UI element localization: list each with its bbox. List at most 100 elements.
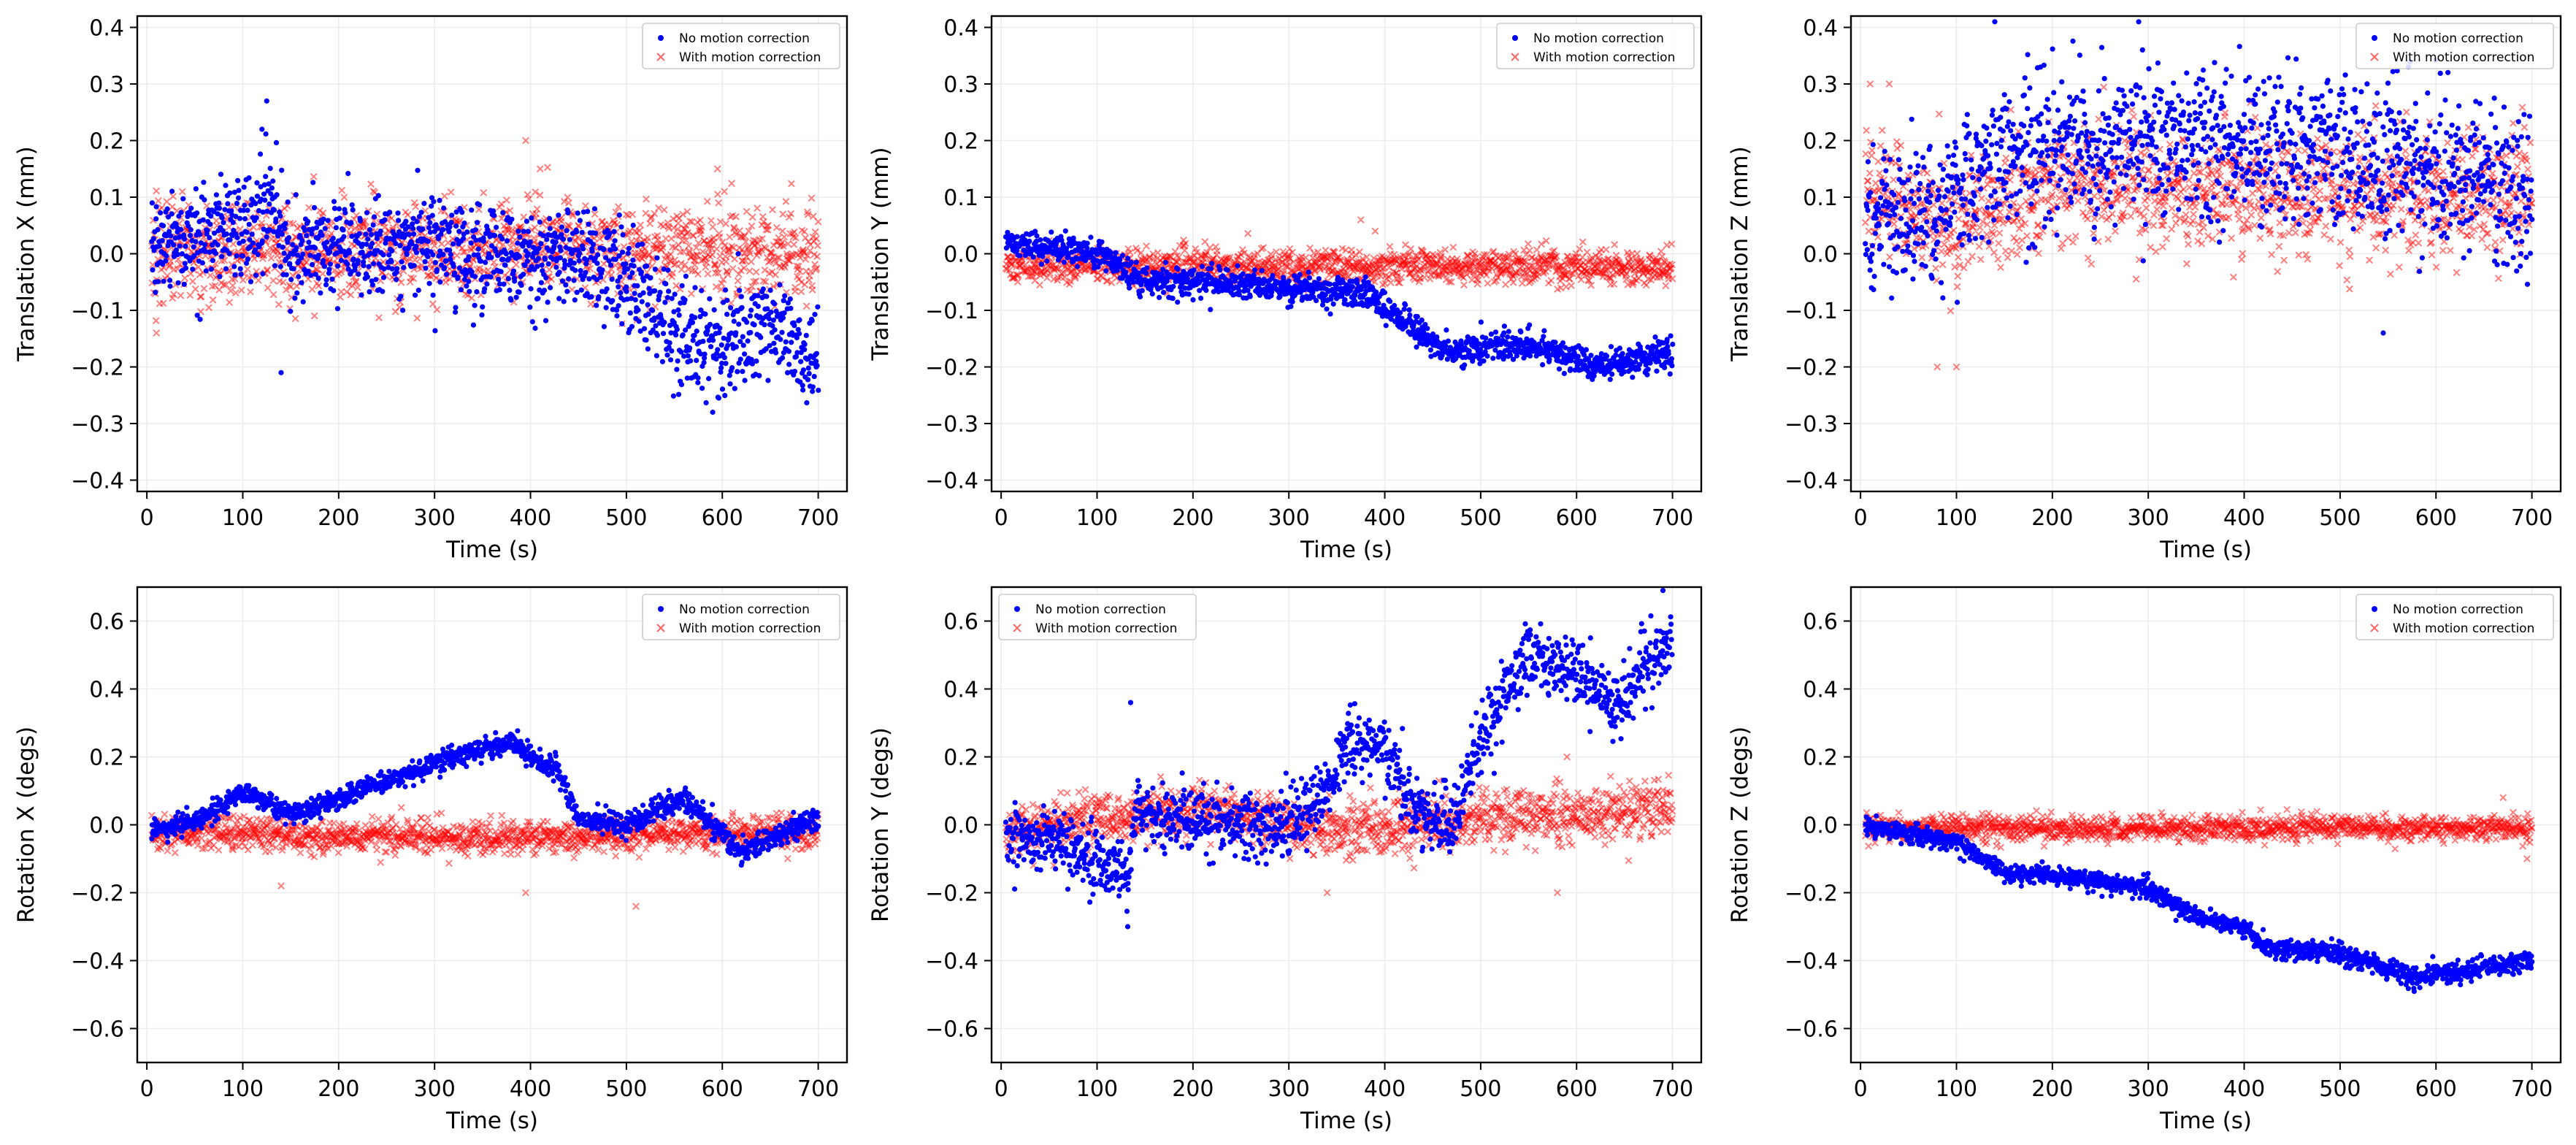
data-point <box>731 255 739 263</box>
data-point <box>692 315 698 321</box>
data-point <box>1586 255 1594 263</box>
data-point <box>475 206 483 213</box>
data-point <box>337 293 344 301</box>
data-point <box>321 264 327 269</box>
data-point <box>527 239 533 245</box>
data-point <box>815 304 821 310</box>
data-point <box>707 296 713 302</box>
data-point <box>1511 250 1519 258</box>
data-point <box>1224 267 1230 273</box>
data-point <box>748 307 754 313</box>
data-point <box>722 287 729 293</box>
data-point <box>813 234 821 242</box>
data-point <box>388 259 394 264</box>
data-point <box>403 218 409 224</box>
data-point <box>509 216 515 222</box>
data-point <box>556 269 562 275</box>
data-point <box>669 296 675 302</box>
data-point <box>629 210 637 218</box>
data-point <box>458 287 464 293</box>
data-point <box>396 229 402 235</box>
data-point <box>380 288 386 294</box>
data-point <box>794 350 800 356</box>
data-point <box>572 267 578 273</box>
data-point <box>270 178 276 184</box>
data-point <box>694 239 702 247</box>
data-point <box>307 253 313 259</box>
data-point <box>713 356 719 362</box>
data-point <box>1234 275 1240 280</box>
data-point <box>1395 279 1403 287</box>
data-point <box>246 221 252 227</box>
data-point <box>186 291 194 299</box>
data-point <box>473 237 479 243</box>
data-point <box>355 258 361 264</box>
data-point <box>1061 259 1067 265</box>
data-point <box>1061 273 1069 281</box>
data-point <box>229 208 234 214</box>
data-point <box>188 227 193 233</box>
data-point <box>786 257 794 265</box>
data-point <box>507 243 515 251</box>
data-point <box>643 195 650 203</box>
data-point <box>1335 275 1341 280</box>
x-tick-label: 0 <box>140 505 154 531</box>
data-point <box>497 281 503 287</box>
data-point <box>364 274 370 280</box>
data-point <box>742 238 750 246</box>
data-point <box>551 244 557 250</box>
data-point <box>548 285 553 291</box>
data-point <box>285 199 291 205</box>
data-point <box>364 210 370 215</box>
data-point <box>1029 272 1036 280</box>
data-point <box>414 218 420 224</box>
data-point <box>1190 297 1196 303</box>
data-point <box>1525 247 1533 255</box>
data-point <box>740 264 748 272</box>
data-point <box>589 294 594 299</box>
data-point <box>413 292 418 298</box>
data-point <box>459 248 467 256</box>
data-point <box>393 240 399 247</box>
data-point <box>738 294 744 299</box>
data-point <box>632 291 637 296</box>
data-point <box>405 224 411 230</box>
data-point <box>699 288 705 294</box>
data-point <box>253 272 259 278</box>
data-point <box>781 298 786 304</box>
data-point <box>676 313 682 318</box>
data-point <box>618 290 624 296</box>
data-point <box>782 197 790 205</box>
data-point <box>220 228 226 234</box>
data-point <box>616 284 621 290</box>
data-point <box>1330 301 1336 307</box>
data-point <box>522 137 529 145</box>
data-point <box>410 221 415 227</box>
data-point <box>502 196 510 204</box>
data-point <box>682 237 690 245</box>
data-point <box>223 231 229 237</box>
data-point <box>241 207 247 213</box>
data-point <box>675 391 682 397</box>
data-point <box>1236 292 1242 298</box>
data-point <box>627 274 633 280</box>
data-point <box>182 236 188 242</box>
data-point <box>789 340 794 345</box>
data-point <box>360 242 366 248</box>
data-point <box>648 275 653 280</box>
data-point <box>595 252 601 258</box>
data-point <box>1587 281 1595 289</box>
data-point <box>202 248 208 255</box>
data-point <box>169 211 175 217</box>
data-point <box>367 180 375 188</box>
data-point <box>1270 272 1276 278</box>
data-point <box>1208 307 1214 313</box>
data-point <box>438 231 444 237</box>
data-point <box>712 283 720 291</box>
data-point <box>1225 256 1233 264</box>
data-point <box>536 165 544 173</box>
data-point <box>367 289 372 295</box>
data-point <box>791 234 800 242</box>
data-point <box>153 289 158 295</box>
data-point <box>282 226 288 231</box>
